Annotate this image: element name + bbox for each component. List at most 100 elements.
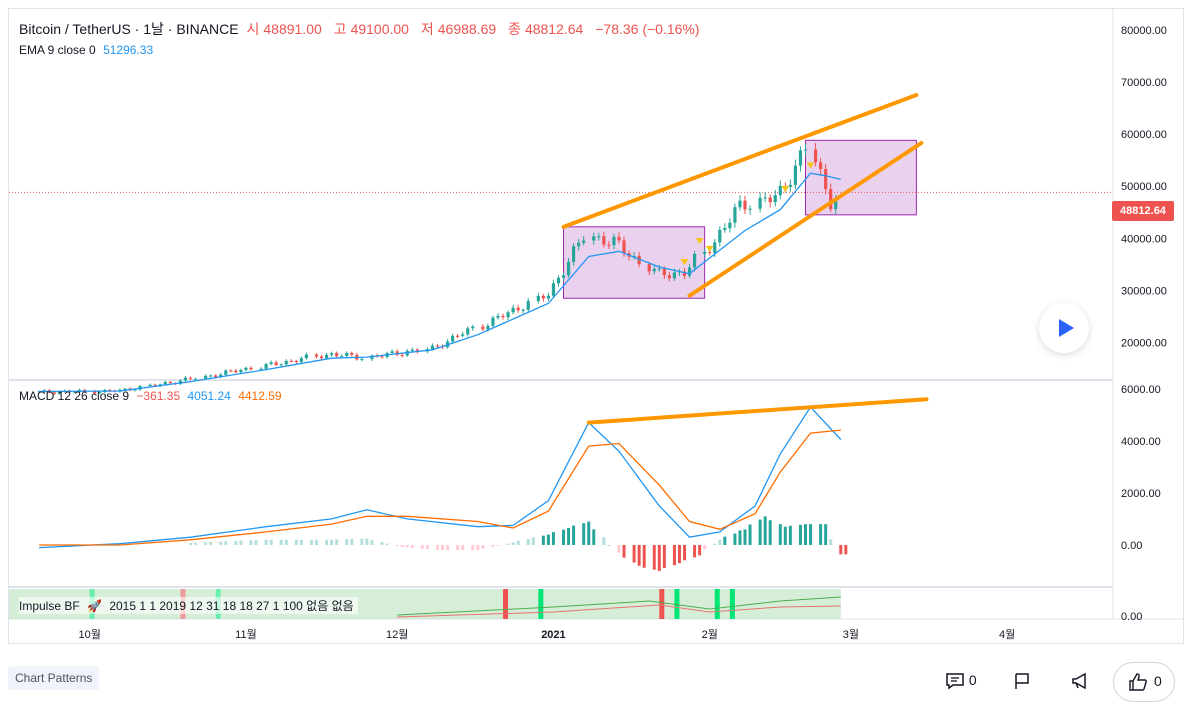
candle-body [57,391,62,394]
macd-histogram-bar [531,537,535,545]
macd-signal-value: 4412.59 [238,389,282,403]
candle-body [506,312,510,318]
macd-histogram-bar [622,544,626,558]
candle-body [692,253,697,268]
macd-histogram-bar [602,537,606,545]
candle-body [536,295,540,302]
channel-trendline [687,140,924,298]
candle-body [193,378,198,380]
macd-histogram-bar [819,524,823,545]
candle-body [612,236,616,246]
macd-histogram-bar [476,544,480,551]
macd-histogram-bar [703,544,707,550]
thumbs-up-icon [1129,673,1147,691]
candle-body [52,392,56,394]
price-tick-label: 80000.00 [1121,25,1167,37]
symbol-name[interactable]: Bitcoin / TetherUS · 1날 · BINANCE [19,21,239,37]
comments-count: 0 [968,672,977,688]
chart-canvas[interactable]: 80000.00 70000.00 60000.00 50000.00 40000.00… [9,9,1184,644]
candle-body [168,382,172,384]
candle-body [743,200,747,210]
candle-body [592,236,596,241]
macd-histogram-bar [400,544,404,547]
macd-histogram-bar [783,526,787,545]
close-value: 48812.64 [524,21,584,37]
macd-histogram-bar [844,544,848,555]
candle-body [491,317,495,326]
candle-body [360,359,364,361]
candle-body [813,149,818,163]
category-tag[interactable]: Chart Patterns [8,666,100,690]
candle-body [778,185,782,196]
macd-histogram-bar [279,539,283,545]
candle-body [330,353,334,355]
candle-body [834,198,838,210]
open-value: 48891.00 [263,21,322,37]
macd-histogram-bar [778,524,782,545]
boost-button[interactable] [1071,672,1091,690]
report-button[interactable] [1013,672,1031,690]
candle-body [617,236,621,241]
impulse-legend[interactable]: Impulse BF 🚀 2015 1 1 2019 12 31 18 18 2… [19,597,358,614]
candle-body [819,162,823,170]
macd-histogram-bar [370,540,374,545]
candle-body [244,367,248,371]
candle-body [652,268,656,272]
candle-body [798,150,803,166]
play-button[interactable] [1039,303,1089,353]
candle-body [415,349,419,352]
candle-body [219,374,223,378]
macd-tick-label: 0.00 [1121,540,1142,552]
time-tick-label: 12월 [386,628,408,641]
candle-body [324,354,329,359]
candle-body [183,377,188,381]
time-tick-label: 3월 [843,628,859,641]
macd-histogram-bar [693,544,697,558]
time-tick-label: 2월 [702,628,718,641]
candle-body [178,380,182,384]
comments-button[interactable]: 0 [945,672,977,690]
macd-histogram-bar [511,542,515,545]
candle-body [738,200,742,208]
macd-histogram-bar [748,524,752,545]
like-button[interactable]: 0 [1113,662,1175,702]
macd-tick-label: 2000.00 [1121,488,1161,500]
macd-histogram-bar [738,530,742,545]
macd-histogram-bar [294,539,298,545]
macd-histogram-bar [224,541,228,545]
macd-histogram-bar [425,544,429,550]
candle-body [561,275,566,278]
low-value: 46988.69 [437,21,497,37]
macd-histogram-bar [269,539,273,545]
ema-label: EMA 9 close 0 [19,43,96,57]
close-label: 종 [508,21,521,37]
candle-body [572,246,576,262]
candle-body [289,360,293,362]
macd-histogram-bar [839,544,843,555]
impulse-tick-label: 0.00 [1121,611,1142,623]
macd-histogram-bar [829,539,833,545]
macd-histogram-bar [657,544,661,571]
chart-frame[interactable]: 80000.00 70000.00 60000.00 50000.00 40000.00… [8,8,1184,644]
macd-histogram-bar [683,544,687,561]
macd-histogram-bar [325,539,329,545]
idea-footer: Chart Patterns 0 0 [0,652,1197,706]
candle-body [410,349,414,351]
candle-body [829,189,833,210]
macd-legend[interactable]: MACD 12 26 close 9 −361.35 4051.24 4412.… [19,389,286,403]
candle-body [622,240,626,254]
impulse-bar [714,589,720,619]
candle-body [93,390,97,394]
candle-body [657,268,661,270]
macd-histogram-bar [632,544,636,563]
high-value: 49100.00 [350,21,409,37]
candle-body [284,360,288,365]
candle-body [607,244,611,246]
macd-histogram-bar [642,544,646,568]
candle-body [229,370,233,372]
macd-histogram-bar [299,539,303,545]
ema-legend[interactable]: EMA 9 close 0 51296.33 [19,43,157,57]
candle-body [264,364,268,369]
price-tick-label: 70000.00 [1121,77,1167,89]
macd-histogram-bar [677,544,681,564]
